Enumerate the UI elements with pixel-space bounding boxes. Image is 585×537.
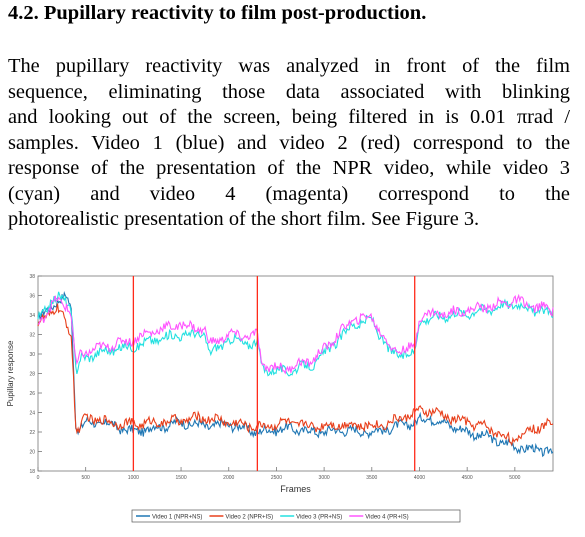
legend-box (131, 509, 461, 523)
y-tick-label: 22 (29, 430, 35, 436)
x-tick-label: 3000 (319, 475, 330, 481)
y-tick-label: 32 (29, 333, 35, 339)
paragraph-line: sequence, eliminating those data associa… (8, 80, 570, 103)
x-tick-label: 2500 (271, 475, 282, 481)
legend-label: Video 4 (PR+IS) (365, 515, 408, 521)
y-tick-label: 28 (29, 372, 35, 378)
x-tick-label: 2000 (223, 475, 234, 481)
pupillary-response-chart: 18 20 22 24 26 28 30 32 34 36 38 0 500 1000 1500 2000 25… (6, 274, 554, 523)
paragraph-line: response of the presentation of the NPR … (8, 157, 570, 179)
series-line (37, 303, 554, 447)
x-tick-label: 0 (37, 475, 40, 481)
y-axis-label: Pupillary response (6, 340, 15, 406)
y-tick-label: 38 (29, 274, 35, 280)
x-tick-label: 5000 (509, 475, 520, 481)
x-tick-label: 3500 (366, 475, 377, 481)
body-paragraph: The pupillary reactivity was analyzed in… (8, 54, 570, 233)
legend-label: Video 2 (NPR+IS) (225, 515, 273, 521)
x-tick-label: 4500 (462, 475, 473, 481)
y-tick-label: 30 (29, 352, 35, 358)
y-tick-label: 24 (29, 411, 35, 417)
legend-label: Video 1 (NPR+NS) (152, 515, 202, 521)
paragraph-line: samples. Video 1 (blue) and video 2 (red… (8, 131, 570, 154)
legend-label: Video 3 (PR+NS) (296, 515, 342, 521)
series-line (37, 291, 554, 377)
y-tick-label: 34 (29, 313, 35, 319)
y-tick-label: 36 (29, 294, 35, 300)
y-tick-label: 26 (29, 391, 35, 397)
x-axis-label: Frames (280, 484, 311, 494)
x-tick-label: 1000 (128, 475, 139, 481)
y-tick-label: 18 (29, 469, 35, 475)
paragraph-line: (cyan) and video 4 (magenta) correspond … (8, 182, 570, 205)
paragraph-line: photorealistic presentation of the short… (8, 208, 480, 230)
x-tick-label: 1500 (175, 475, 186, 481)
paragraph-line: The pupillary reactivity was analyzed in… (8, 55, 570, 77)
paragraph-line: and looking out of the screen, being fil… (8, 106, 570, 128)
section-heading: 4.2. Pupillary reactivity to film post-p… (8, 2, 427, 24)
y-tick-label: 20 (29, 450, 35, 456)
series-line (37, 290, 554, 458)
series-line (37, 293, 554, 375)
x-tick-label: 4000 (414, 475, 425, 481)
x-tick-label: 500 (82, 475, 91, 481)
